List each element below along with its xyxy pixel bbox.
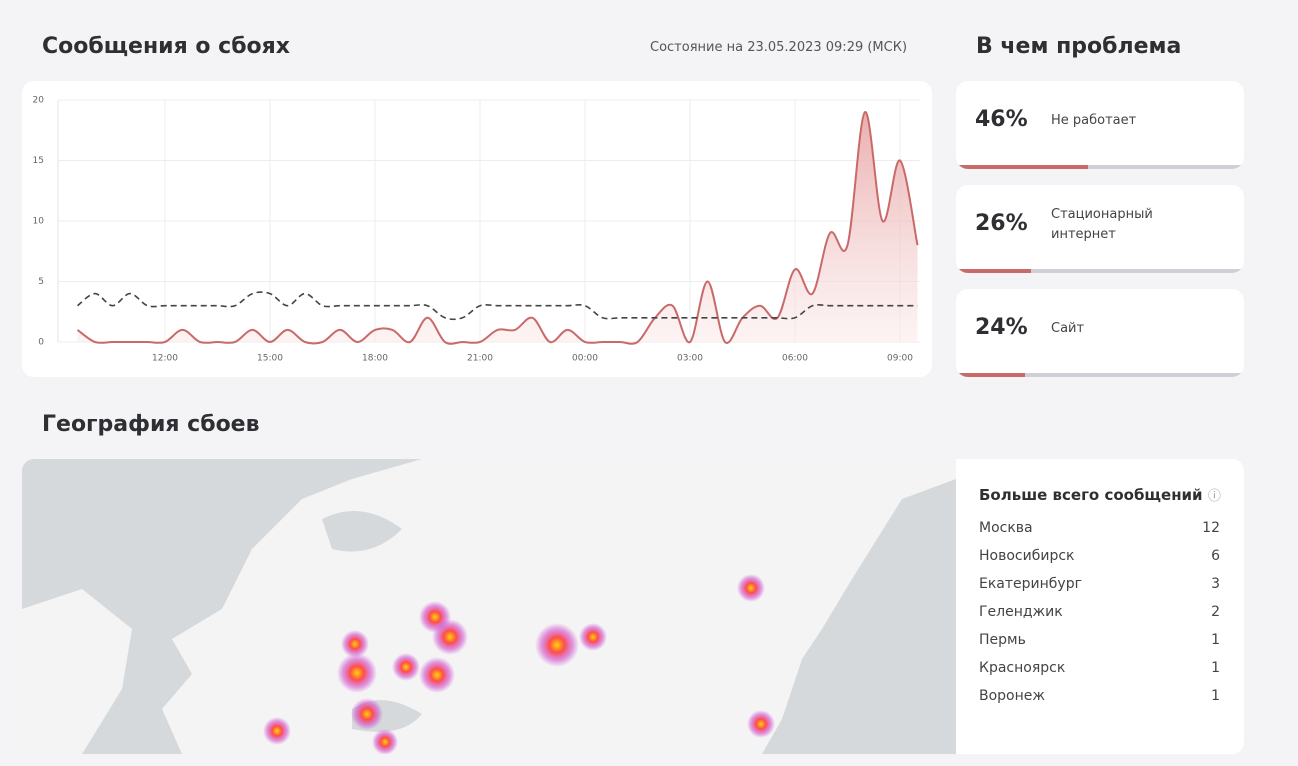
city-name: Пермь xyxy=(979,632,1026,648)
city-name: Москва xyxy=(979,520,1033,536)
progress-track xyxy=(956,269,1244,273)
list-title: Больше всего сообщений ⓘ xyxy=(979,485,1221,504)
map-card: Больше всего сообщений ⓘ Москва 12 Новосиб… xyxy=(22,459,1244,754)
x-tick-label: 12:00 xyxy=(152,354,178,364)
section-title: Сообщения о сбоях xyxy=(42,34,290,59)
x-tick-label: 00:00 xyxy=(572,354,598,364)
chart-card: 0 5 10 15 20 12:00 15:00 18:00 21:00 00:00 03:00 06… xyxy=(22,81,932,377)
y-tick-label: 20 xyxy=(33,96,45,106)
x-tick-label: 21:00 xyxy=(467,354,493,364)
y-tick-label: 5 xyxy=(38,277,44,287)
progress-bar xyxy=(956,165,1089,169)
help-icon[interactable]: ⓘ xyxy=(1207,489,1221,504)
city-count: 1 xyxy=(1211,688,1220,704)
x-tick-label: 15:00 xyxy=(257,354,283,364)
section-title: География сбоев xyxy=(42,412,260,437)
city-name: Красноярск xyxy=(979,660,1066,676)
problem-card: 46% Не работает xyxy=(956,81,1244,169)
progress-track xyxy=(956,165,1244,169)
x-tick-label: 03:00 xyxy=(677,354,703,364)
y-tick-label: 10 xyxy=(33,217,45,227)
city-name: Новосибирск xyxy=(979,548,1075,564)
list-title-text: Больше всего сообщений xyxy=(979,486,1203,504)
x-tick-label: 09:00 xyxy=(887,354,913,364)
x-tick-label: 18:00 xyxy=(362,354,388,364)
progress-bar xyxy=(956,269,1031,273)
area xyxy=(77,111,918,344)
city-name: Екатеринбург xyxy=(979,576,1082,592)
city-count: 1 xyxy=(1211,660,1220,676)
city-count: 6 xyxy=(1211,548,1220,564)
y-tick-label: 15 xyxy=(33,156,44,166)
city-count: 1 xyxy=(1211,632,1220,648)
heat-spots xyxy=(263,574,775,754)
problem-name: Стационарный интернет xyxy=(1051,207,1153,242)
problem-card: 24% Сайт xyxy=(956,289,1244,377)
city-name: Геленджик xyxy=(979,604,1063,620)
progress-bar xyxy=(956,373,1026,377)
map xyxy=(22,459,956,754)
y-tick-label: 0 xyxy=(38,338,44,348)
city-count: 3 xyxy=(1211,576,1220,592)
section-title: В чем проблема xyxy=(976,34,1182,59)
series-line xyxy=(77,291,918,321)
city-count: 2 xyxy=(1211,604,1220,620)
problem-percent: 46% xyxy=(975,107,1028,132)
city-count: 12 xyxy=(1202,520,1220,536)
problem-percent: 26% xyxy=(975,211,1028,236)
status: Состояние на 23.05.2023 09:29 (МСК) xyxy=(650,40,908,55)
progress-track xyxy=(956,373,1244,377)
x-tick-label: 06:00 xyxy=(782,354,808,364)
sea xyxy=(322,511,402,552)
problem-name: Сайт xyxy=(1051,321,1085,336)
problem-percent: 24% xyxy=(975,315,1028,340)
city-name: Воронеж xyxy=(979,688,1046,704)
problem-card: 26% Стационарный интернет xyxy=(956,185,1244,273)
series-line xyxy=(76,111,919,345)
problem-name: Не работает xyxy=(1051,113,1137,128)
chart: 0 5 10 15 20 12:00 15:00 18:00 21:00 00:00 03:00 06… xyxy=(33,96,920,364)
land xyxy=(22,589,132,754)
